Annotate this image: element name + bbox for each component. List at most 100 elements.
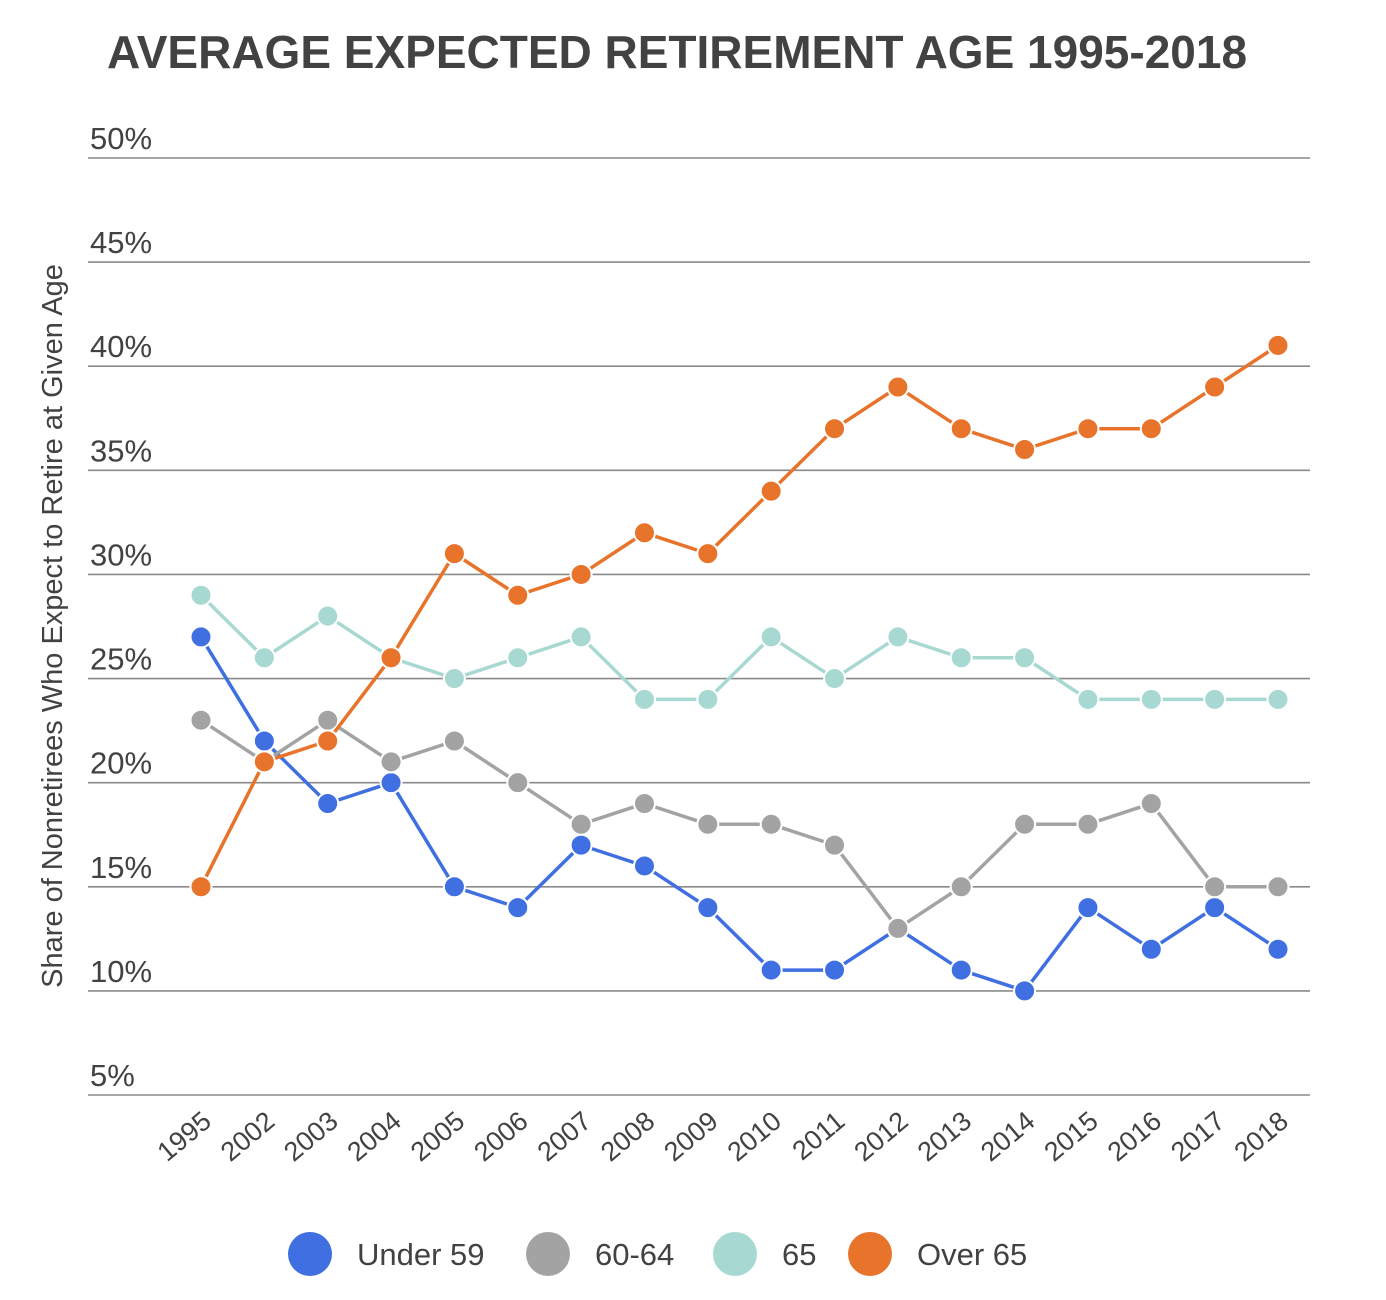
x-axis-ticks: 1995200220032004200520062007200820092010… <box>152 1106 1294 1168</box>
legend-item: Over 65 <box>848 1232 1027 1276</box>
data-point <box>379 750 403 774</box>
x-tick-label: 2003 <box>278 1106 343 1168</box>
y-tick-label: 5% <box>90 1058 135 1093</box>
series-60-64 <box>189 708 1290 940</box>
legend-label: 60-64 <box>595 1237 674 1272</box>
y-tick-label: 30% <box>90 537 152 572</box>
y-tick-label: 45% <box>90 225 152 260</box>
data-point <box>569 812 593 836</box>
data-point <box>379 646 403 670</box>
data-point <box>823 833 847 857</box>
data-point <box>252 729 276 753</box>
series-over-65 <box>189 333 1290 899</box>
legend-swatch <box>713 1232 757 1276</box>
y-axis-label: Share of Nonretirees Who Expect to Retir… <box>37 264 69 988</box>
data-point <box>949 875 973 899</box>
legend-label: Over 65 <box>917 1237 1027 1272</box>
data-point <box>696 896 720 920</box>
data-point <box>316 729 340 753</box>
data-point <box>252 646 276 670</box>
data-point <box>506 771 530 795</box>
x-tick-label: 2017 <box>1165 1106 1230 1168</box>
y-tick-label: 15% <box>90 850 152 885</box>
data-point <box>1139 937 1163 961</box>
y-tick-label: 20% <box>90 746 152 781</box>
data-point <box>189 708 213 732</box>
data-point <box>759 958 783 982</box>
data-point <box>949 958 973 982</box>
data-point <box>632 791 656 815</box>
legend: Under 59 60-64 65 Over 65 <box>288 1232 1027 1276</box>
data-point <box>442 875 466 899</box>
x-tick-label: 2011 <box>787 1106 851 1166</box>
x-tick-label: 2016 <box>1102 1106 1167 1168</box>
data-point <box>379 771 403 795</box>
data-point <box>886 375 910 399</box>
y-tick-label: 10% <box>90 954 152 989</box>
data-point <box>252 750 276 774</box>
series-line <box>200 718 1278 931</box>
data-point <box>1203 687 1227 711</box>
x-tick-label: 2009 <box>658 1106 723 1168</box>
data-point <box>632 521 656 545</box>
data-point <box>316 708 340 732</box>
data-point <box>506 646 530 670</box>
y-tick-label: 40% <box>90 329 152 364</box>
data-point <box>759 625 783 649</box>
x-tick-label: 2005 <box>405 1106 470 1168</box>
legend-swatch <box>288 1232 332 1276</box>
x-tick-label: 2014 <box>975 1106 1040 1168</box>
y-tick-label: 50% <box>90 121 152 156</box>
series-line <box>199 343 1279 888</box>
x-tick-label: 2002 <box>215 1106 280 1168</box>
data-point <box>696 687 720 711</box>
x-tick-label: 1995 <box>152 1106 217 1168</box>
data-point <box>1076 417 1100 441</box>
series-65 <box>189 583 1290 711</box>
data-point <box>632 854 656 878</box>
data-point <box>569 562 593 586</box>
x-tick-label: 2008 <box>595 1106 660 1168</box>
data-point <box>1203 896 1227 920</box>
legend-label: 65 <box>782 1237 816 1272</box>
data-point <box>1139 687 1163 711</box>
data-point <box>1266 687 1290 711</box>
x-tick-label: 2015 <box>1038 1106 1103 1168</box>
legend-item: 60-64 <box>526 1232 674 1276</box>
data-point <box>506 896 530 920</box>
data-point <box>316 791 340 815</box>
x-tick-label: 2013 <box>912 1106 977 1168</box>
data-point <box>886 625 910 649</box>
data-point <box>442 667 466 691</box>
legend-swatch <box>526 1232 570 1276</box>
data-point <box>949 417 973 441</box>
data-point <box>1076 812 1100 836</box>
data-point <box>1013 438 1037 462</box>
legend-item: 65 <box>713 1232 816 1276</box>
data-point <box>1266 875 1290 899</box>
chart-title: AVERAGE EXPECTED RETIREMENT AGE 1995-201… <box>107 26 1247 78</box>
data-point <box>886 916 910 940</box>
data-point <box>1013 812 1037 836</box>
x-tick-label: 2007 <box>532 1106 597 1168</box>
series-lines <box>189 333 1290 1003</box>
data-point <box>823 667 847 691</box>
data-point <box>189 583 213 607</box>
x-tick-label: 2012 <box>848 1106 913 1168</box>
series-line <box>199 594 1278 702</box>
data-point <box>1076 687 1100 711</box>
legend-swatch <box>848 1232 892 1276</box>
data-point <box>189 875 213 899</box>
legend-item: Under 59 <box>288 1232 485 1276</box>
x-tick-label: 2006 <box>468 1106 533 1168</box>
data-point <box>696 812 720 836</box>
data-point <box>442 729 466 753</box>
data-point <box>1266 937 1290 961</box>
legend-label: Under 59 <box>357 1237 485 1272</box>
data-point <box>1139 417 1163 441</box>
y-axis-ticks: 5% 10% 15% 20% 25% 30% 35% 40% 45% 50% <box>90 121 152 1093</box>
data-point <box>1013 979 1037 1003</box>
data-point <box>759 479 783 503</box>
data-point <box>1076 896 1100 920</box>
